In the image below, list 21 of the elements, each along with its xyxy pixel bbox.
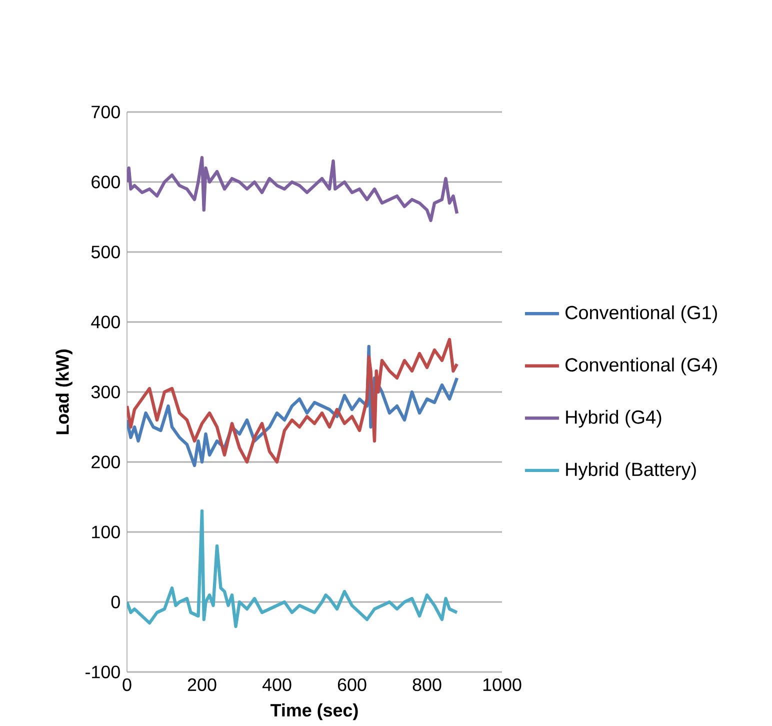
legend-label: Conventional (G4) [566, 358, 717, 376]
y-tick-label: 400 [91, 316, 120, 328]
y-tick-label: 500 [91, 246, 120, 258]
x-tick-label: 400 [262, 678, 292, 692]
y-tick-label: 700 [92, 106, 120, 118]
y-tick-label: 0 [111, 596, 120, 608]
legend-label: Conventional (G1) [566, 305, 717, 323]
y-axis-title: Load (kW) [56, 350, 72, 434]
y-tick-label: 200 [92, 456, 120, 468]
x-tick-label: 800 [412, 678, 442, 692]
x-tick-label: 200 [188, 678, 216, 692]
legend-label: Hybrid (G4) [566, 410, 662, 428]
x-tick-label: 0 [122, 678, 132, 692]
y-tick-label: -100 [86, 666, 120, 678]
y-tick-label: 100 [92, 526, 120, 538]
x-tick-label: 1000 [483, 678, 522, 692]
y-tick-label: 600 [92, 176, 120, 188]
x-tick-label: 600 [338, 678, 366, 692]
x-axis-title: Time (sec) [270, 703, 358, 720]
legend-label: Hybrid (Battery) [566, 462, 696, 480]
y-tick-label: 300 [91, 386, 120, 398]
